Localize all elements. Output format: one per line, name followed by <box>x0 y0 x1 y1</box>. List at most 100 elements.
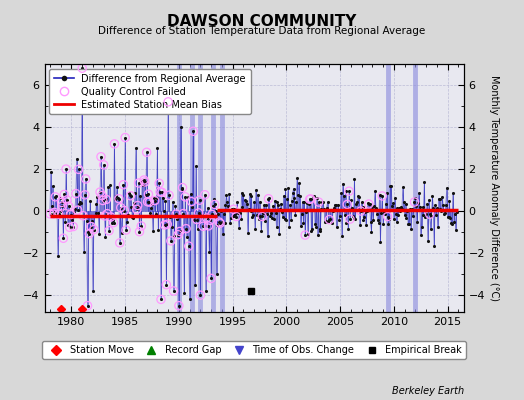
Point <box>122 227 130 233</box>
Point <box>194 210 203 216</box>
Point <box>406 206 414 212</box>
Point <box>443 185 451 191</box>
Point <box>214 210 223 217</box>
Point <box>136 192 145 199</box>
Point <box>343 201 352 208</box>
Point <box>103 210 112 217</box>
Point <box>224 202 232 209</box>
Point <box>199 223 208 230</box>
Point <box>110 220 118 226</box>
Point <box>89 288 97 294</box>
Point <box>182 226 190 232</box>
Point <box>97 154 105 160</box>
Point <box>271 210 280 216</box>
Point <box>161 198 170 205</box>
Point <box>51 194 60 200</box>
Point <box>113 184 121 190</box>
Point <box>212 271 221 277</box>
Point <box>395 205 403 212</box>
Point <box>366 219 375 225</box>
Point <box>193 225 202 232</box>
Point <box>276 206 285 212</box>
Point <box>325 216 334 223</box>
Point <box>72 190 80 197</box>
Point <box>192 163 200 170</box>
Point <box>294 180 303 186</box>
Point <box>283 196 291 202</box>
Point <box>415 189 423 196</box>
Point <box>294 192 302 198</box>
Point <box>156 189 165 195</box>
Point <box>368 203 377 210</box>
Point <box>141 192 150 198</box>
Point <box>216 220 224 226</box>
Point <box>196 292 204 298</box>
Point <box>260 202 268 208</box>
Point <box>217 219 226 225</box>
Point <box>129 215 137 221</box>
Point <box>316 225 324 232</box>
Point <box>78 65 86 72</box>
Point <box>105 228 113 234</box>
Point <box>451 211 459 217</box>
Point <box>438 194 446 200</box>
Point <box>232 213 241 220</box>
Point <box>285 224 293 230</box>
Point <box>115 196 123 202</box>
Point <box>305 196 314 202</box>
Point <box>390 195 399 202</box>
Point <box>119 182 127 188</box>
Point <box>307 196 315 202</box>
Point <box>341 212 349 218</box>
Point <box>325 216 334 223</box>
Point <box>250 199 258 206</box>
Point <box>265 194 274 201</box>
Point <box>372 205 380 212</box>
Point <box>230 206 238 212</box>
Point <box>389 200 397 206</box>
Point <box>346 216 354 222</box>
Point <box>57 199 66 206</box>
Point <box>133 206 141 212</box>
Point <box>308 225 316 232</box>
Point <box>304 200 313 207</box>
Point <box>115 196 123 202</box>
Point <box>70 209 78 215</box>
Point <box>120 207 128 214</box>
Point <box>189 128 198 134</box>
Point <box>320 206 328 212</box>
Point <box>279 214 287 220</box>
Point <box>121 134 129 141</box>
Point <box>420 179 429 186</box>
Point <box>234 210 242 217</box>
Point <box>270 198 279 204</box>
Point <box>367 228 376 235</box>
Point <box>116 204 125 211</box>
Point <box>162 282 170 288</box>
Point <box>162 282 170 288</box>
Point <box>319 198 328 205</box>
Point <box>103 210 112 217</box>
Point <box>378 193 386 199</box>
Point <box>59 235 68 242</box>
Point <box>57 208 65 214</box>
Point <box>375 220 383 226</box>
Point <box>413 219 421 225</box>
Point <box>137 223 146 229</box>
Point <box>377 210 386 216</box>
Point <box>174 232 182 238</box>
Point <box>202 215 211 221</box>
Point <box>383 190 391 196</box>
Point <box>50 209 59 216</box>
Point <box>440 211 448 218</box>
Point <box>339 180 347 187</box>
Point <box>181 194 189 200</box>
Point <box>150 195 158 202</box>
Point <box>385 216 394 222</box>
Point <box>130 200 138 206</box>
Point <box>124 212 132 218</box>
Point <box>156 189 165 195</box>
Point <box>439 202 447 208</box>
Point <box>153 145 161 151</box>
Point <box>201 192 209 198</box>
